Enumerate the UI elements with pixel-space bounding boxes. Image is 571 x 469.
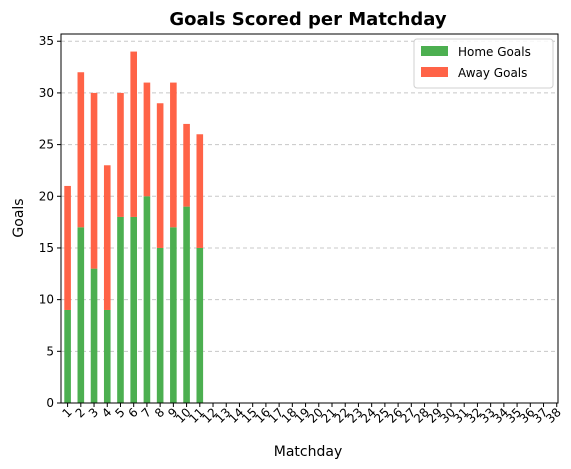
bar-home-goals [77,227,85,403]
bar-away-goals [143,82,151,197]
bar-home-goals [183,206,190,403]
bar-home-goals [90,268,98,403]
bar-away-goals [103,165,111,310]
y-tick-label: 10 [39,293,54,307]
legend-label: Away Goals [458,66,527,80]
bar-away-goals [183,123,190,207]
bar-away-goals [117,92,124,217]
bar-away-goals [77,72,85,228]
legend-box [413,38,554,89]
bar-home-goals [64,309,71,403]
bar-home-goals [117,216,124,403]
y-tick-label: 0 [46,396,54,410]
x-tick-label: 38 [543,405,564,426]
y-axis-label: Goals [11,198,27,237]
bar-away-goals [170,82,177,228]
legend-swatch [421,46,448,56]
legend: Home Goals Away Goals [413,38,554,89]
legend-swatch [421,67,448,77]
chart-title: Goals Scored per Matchday [169,9,447,30]
bar-home-goals [196,247,204,403]
x-tick-label: 4 [99,405,114,420]
y-tick-label: 30 [39,86,54,100]
plot-frame [60,33,559,404]
x-tick-label: 7 [139,405,154,420]
legend-label: Home Goals [458,45,531,59]
y-axis: 0 5 10 15 20 25 30 35 [39,34,61,410]
bar-away-goals [130,51,138,217]
bar-home-goals [156,247,164,403]
y-tick-label: 35 [39,34,54,48]
x-axis-label: Matchday [274,444,342,460]
bar-away-goals [196,134,204,248]
y-tick-label: 20 [39,189,54,203]
bar-home-goals [143,196,151,403]
x-axis: 1234567891011121314151617181920212223242… [59,403,564,426]
x-tick-label: 6 [126,405,141,420]
bar-series [64,51,204,403]
bar-home-goals [130,216,138,403]
x-tick-label: 1 [59,405,74,420]
y-tick-label: 25 [39,138,54,152]
x-tick-label: 8 [152,405,167,420]
x-tick-label: 2 [73,405,88,420]
y-tick-label: 15 [39,241,54,255]
bar-away-goals [90,92,98,269]
bar-away-goals [156,103,164,248]
x-tick-label: 5 [112,405,127,420]
bar-away-goals [64,185,71,310]
y-tick-label: 5 [46,344,54,358]
bar-home-goals [170,227,177,403]
bar-home-goals [103,309,111,403]
x-tick-label: 3 [86,405,101,420]
